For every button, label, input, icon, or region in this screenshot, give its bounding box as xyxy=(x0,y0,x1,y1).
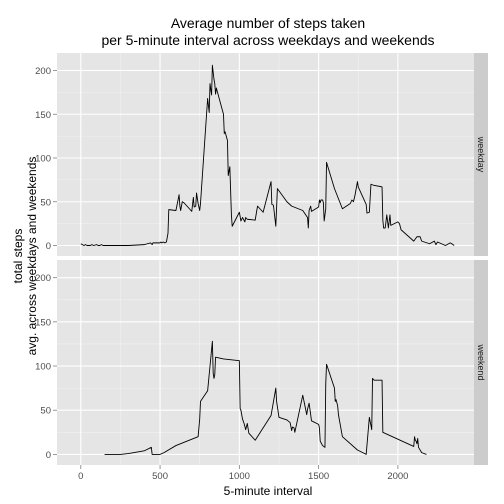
y-tick-label: 0 xyxy=(46,450,51,461)
facet-label-weekday: weekday xyxy=(476,136,486,173)
panel-background xyxy=(57,53,474,256)
chart-title-line-1: Average number of steps taken xyxy=(171,15,365,31)
y-tick-label: 150 xyxy=(35,317,51,328)
series-line-weekday xyxy=(80,64,455,246)
x-tick-label: 1500 xyxy=(308,471,329,482)
facet-strip xyxy=(474,53,488,256)
series-line-weekend xyxy=(104,340,427,455)
x-tick-label: 1000 xyxy=(229,471,250,482)
facet-strip xyxy=(474,260,488,465)
facet-label-weekend: weekend xyxy=(476,343,486,380)
panel-weekend: 0 50 100 150 200 weekend xyxy=(35,260,488,465)
x-axis-title: 5-minute interval xyxy=(224,484,313,498)
x-tick-label: 500 xyxy=(152,471,168,482)
y-tick-label: 200 xyxy=(35,66,51,77)
panel-weekday: 0 50 100 150 200 weekday xyxy=(35,53,488,256)
y-tick-label: 0 xyxy=(46,241,51,252)
y-tick-label: 100 xyxy=(35,362,51,373)
y-tick-label: 50 xyxy=(40,197,51,208)
y-axis-title-line-2: avg. across weekdays and weekends xyxy=(25,157,39,356)
x-tick-label: 2000 xyxy=(387,471,408,482)
y-tick-label: 150 xyxy=(35,110,51,121)
chart-title-line-2: per 5-minute interval across weekdays an… xyxy=(101,32,434,48)
x-tick-label: 0 xyxy=(78,471,83,482)
y-tick-label: 100 xyxy=(35,154,51,165)
facet-panels: 0 50 100 150 200 weekday 0 50 100 150 200 weekend xyxy=(35,53,488,465)
y-tick-label: 50 xyxy=(40,406,51,417)
y-axis-title-line-1: total steps xyxy=(11,229,25,284)
panel-background xyxy=(57,260,474,465)
y-tick-label: 200 xyxy=(35,273,51,284)
x-axis: 0 500 1000 1500 2000 xyxy=(78,465,408,482)
